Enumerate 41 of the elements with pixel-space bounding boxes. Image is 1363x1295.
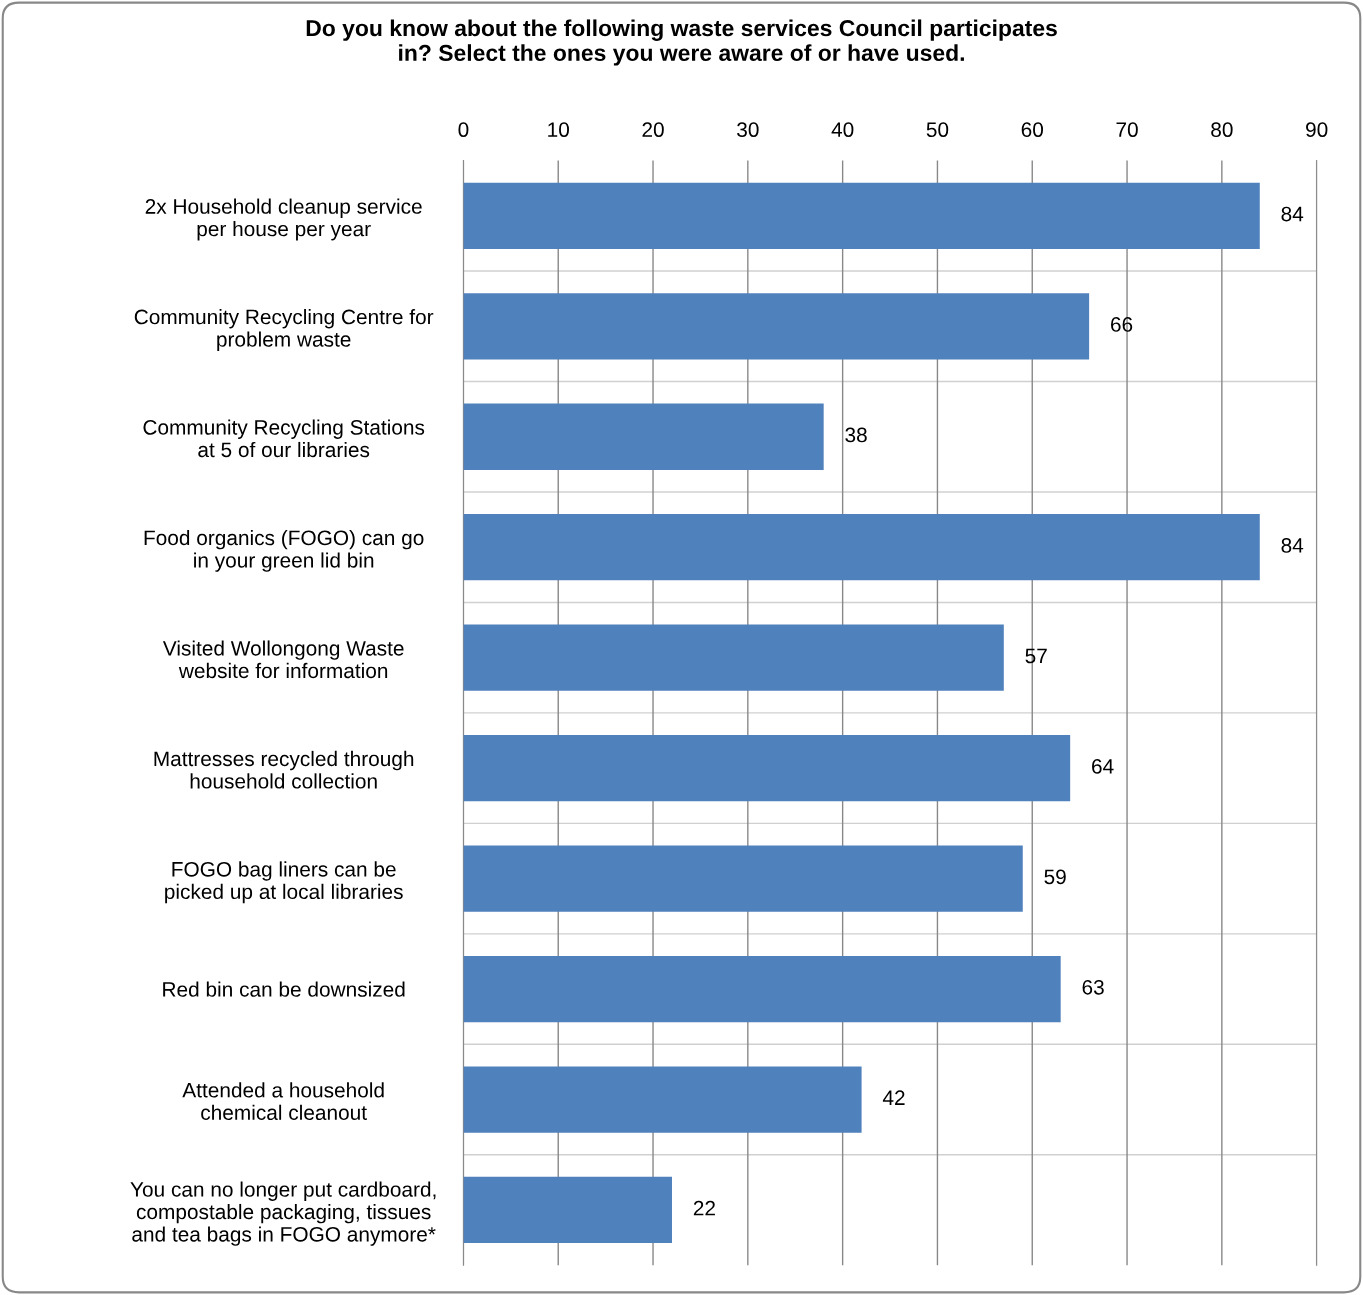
data-label: 59 [1044,869,1066,885]
data-label: 38 [845,427,867,443]
data-label: 84 [1281,206,1304,222]
bar [463,293,1090,360]
y-tick-label: FOGO bag liners can be picked up at local libraries [165,861,403,904]
data-label: 84 [1281,538,1304,553]
bar [463,734,1071,802]
bar [463,624,1004,691]
y-tick-label: Community Recycling Centre for problem waste [134,309,434,351]
y-tick-label: Mattresses recycled through household collection [154,750,414,789]
bar [463,1066,862,1133]
y-tick-label: Food organics (FOGO) can go in your green lid bin [144,529,424,572]
bar [463,955,1061,1023]
data-label: 66 [1111,317,1133,332]
y-tick-label: 2x Household cleanup service per house per year [145,198,422,241]
y-tick-label: Attended a household chemical cleanout [182,1082,384,1120]
data-label: 64 [1092,758,1114,774]
x-tick-label: 0 [458,122,469,138]
data-label: 57 [1025,648,1047,664]
x-tick-label: 40 [831,122,854,138]
bar [463,514,1260,581]
data-label: 63 [1082,979,1104,995]
x-tick-label: 70 [1116,122,1138,138]
x-tick-label: 30 [737,122,759,138]
bar [463,845,1023,912]
chart-title: Do you know about the following waste services Council participates in? Select the ones you were aware of or have used. [306,19,1057,66]
y-tick-label: Red bin can be downsized [163,981,405,997]
bar [463,403,824,470]
bar [463,182,1260,249]
y-tick-label: Community Recycling Stations at 5 of our libraries [143,419,425,458]
x-tick-label: 10 [548,122,569,138]
x-tick-label: 90 [1306,122,1328,138]
x-tick-label: 50 [926,122,949,138]
data-label: 42 [882,1090,905,1105]
x-tick-label: 80 [1211,122,1233,138]
x-tick-label: 20 [642,122,664,138]
x-tick-label: 60 [1021,122,1044,138]
data-label: 22 [693,1200,715,1216]
y-tick-label: You can no longer put cardboard, compostable packaging, tissues and tea bags in FOGO anymore* [130,1181,436,1246]
bar [463,1176,672,1244]
y-tick-label: Visited Wollongong Waste website for information [162,640,404,679]
